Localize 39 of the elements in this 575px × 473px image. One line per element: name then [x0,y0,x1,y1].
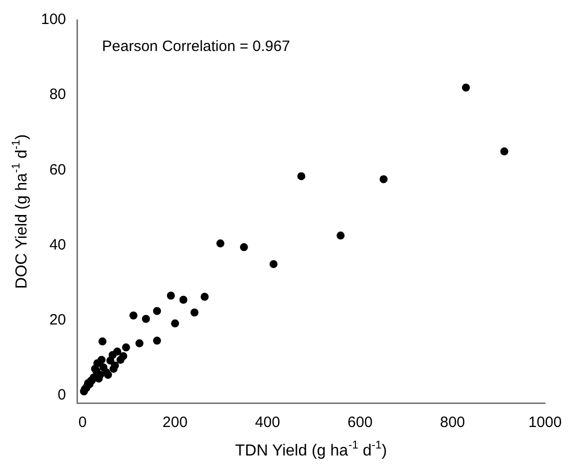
x-tick-label: 0 [78,414,87,432]
point [129,312,138,320]
point [200,292,209,301]
point [104,370,112,379]
point [297,172,306,180]
point [153,336,162,345]
point [166,292,175,300]
point [98,337,106,346]
annotation: Pearson Correlation = 0.967 [102,38,290,56]
x-tick-label: 400 [255,414,280,432]
point [500,147,508,156]
point [190,308,198,317]
point [153,307,162,316]
y-tick-label: 40 [49,236,66,254]
point [380,175,388,184]
point [179,296,188,304]
point [116,356,124,364]
x-tick-label: 1000 [528,414,562,432]
y-tick-label: 60 [49,161,66,178]
point [171,319,180,328]
point [270,260,278,268]
point [106,356,114,365]
point [216,239,224,248]
point [142,314,150,323]
point [110,364,118,373]
y-tick-label: 20 [49,312,66,329]
point [92,367,100,376]
y-tick-label: 100 [40,11,66,28]
point [336,232,345,240]
y-tick-label: 0 [58,386,66,404]
x-tick-label: 800 [440,414,466,432]
point [122,343,130,352]
point [240,243,248,252]
y-axis-title: DOC Yield (g ha-1 d-1) [10,134,30,289]
point [135,339,144,348]
x-tick-label: 200 [162,414,188,432]
y-tick-label: 80 [49,86,66,104]
x-tick-label: 600 [348,414,373,432]
point [462,84,470,92]
